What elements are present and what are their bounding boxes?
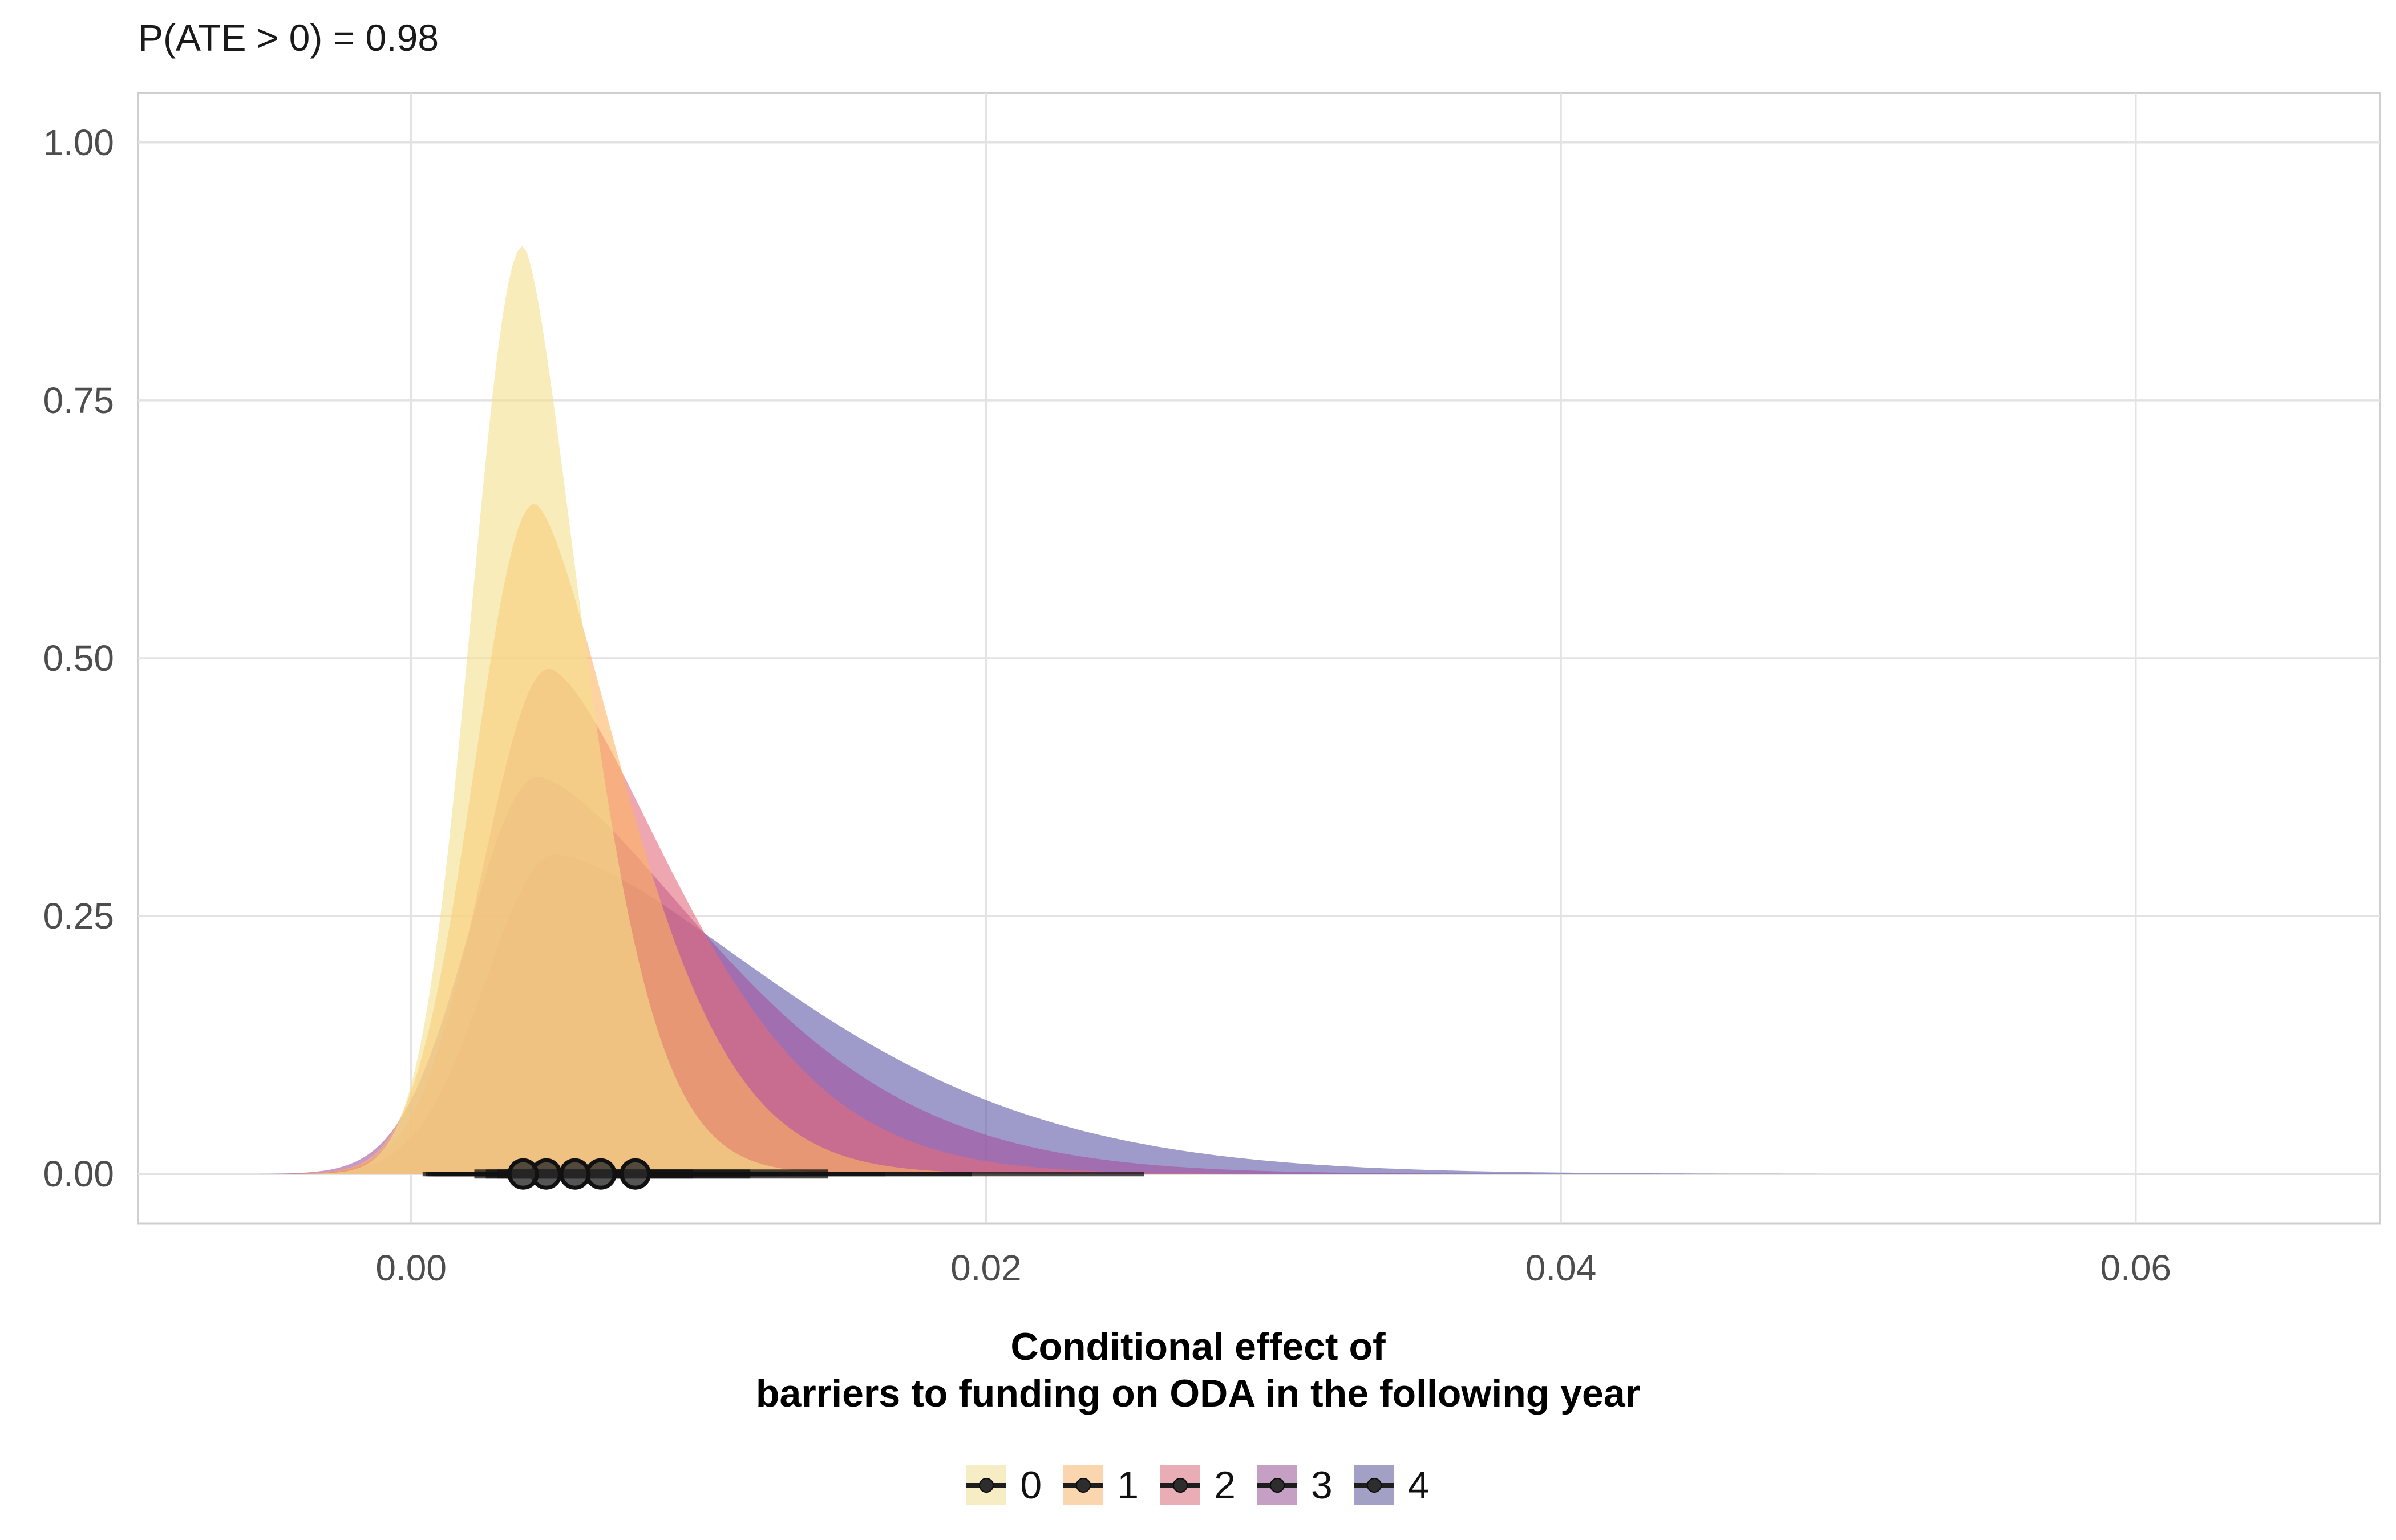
y-tick-label: 0.75	[43, 380, 114, 421]
point-estimate-series-0	[507, 1158, 539, 1190]
x-tick-label: 0.00	[375, 1247, 447, 1288]
chart-subtitle: P(ATE > 0) = 0.98	[138, 17, 439, 59]
legend-key-swatch	[1354, 1465, 1394, 1505]
legend-key-point	[1269, 1478, 1285, 1493]
legend-key-swatch	[966, 1465, 1007, 1505]
legend-label: 2	[1214, 1464, 1236, 1507]
legend-label: 3	[1310, 1464, 1333, 1507]
legend-key-swatch	[1257, 1465, 1297, 1505]
legend-key-point	[1173, 1478, 1188, 1493]
x-tick-label: 0.04	[1525, 1247, 1597, 1288]
density-area-series-2	[253, 668, 2308, 1174]
legend-label: 1	[1117, 1464, 1139, 1507]
legend: 0 1 2 3 4	[0, 1463, 2396, 1507]
legend-key-point	[979, 1478, 994, 1493]
density-area-series-0	[253, 246, 2308, 1174]
legend-item-0: 0	[966, 1463, 1042, 1507]
legend-item-4: 4	[1354, 1463, 1430, 1507]
legend-item-1: 1	[1063, 1463, 1139, 1507]
point-estimate-series-4	[620, 1158, 651, 1190]
legend-item-2: 2	[1160, 1463, 1236, 1507]
point-estimate-series-3	[585, 1158, 617, 1190]
y-tick-label: 0.50	[43, 638, 114, 679]
x-tick-label: 0.06	[2100, 1247, 2171, 1288]
x-tick-label: 0.02	[950, 1247, 1022, 1288]
legend-key-swatch	[1160, 1465, 1201, 1505]
legend-key-point	[1076, 1478, 1091, 1493]
x-axis-title: Conditional effect of barriers to fundin…	[755, 1325, 1641, 1415]
legend-key-point	[1366, 1478, 1382, 1493]
y-tick-label: 0.25	[43, 895, 114, 937]
y-tick-label: 0.00	[43, 1153, 114, 1194]
legend-key-swatch	[1063, 1465, 1104, 1505]
point-estimate-series-2	[559, 1158, 591, 1190]
legend-label: 0	[1020, 1464, 1042, 1507]
legend-label: 4	[1407, 1464, 1430, 1507]
legend-item-3: 3	[1257, 1463, 1333, 1507]
y-tick-label: 1.00	[43, 122, 114, 163]
